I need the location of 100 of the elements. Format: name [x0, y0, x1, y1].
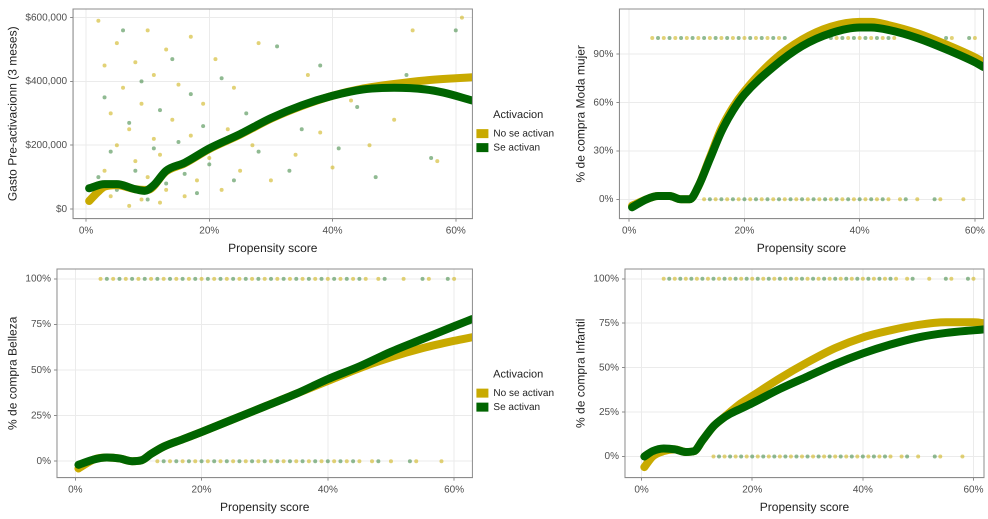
- y-axis-title: % de compra Moda mujer: [574, 45, 588, 182]
- y-tick-label: $600,000: [25, 12, 68, 24]
- y-tick-label: 0%: [604, 451, 620, 462]
- point: [133, 159, 138, 164]
- point: [140, 79, 144, 84]
- point: [102, 95, 107, 100]
- point: [102, 168, 107, 173]
- x-tick-label: 40%: [852, 484, 873, 496]
- y-tick-label: 0%: [598, 194, 614, 205]
- y-tick-label: 60%: [593, 97, 614, 108]
- point: [244, 111, 248, 116]
- y-tick-label: 90%: [593, 48, 614, 60]
- y-tick-label: 100%: [25, 274, 52, 285]
- x-tick-label: 0%: [68, 484, 83, 496]
- point: [374, 175, 378, 180]
- point: [140, 197, 144, 202]
- x-tick-label: 20%: [192, 484, 212, 496]
- point: [460, 16, 464, 20]
- x-tick-label: 60%: [444, 484, 464, 496]
- point: [232, 178, 236, 182]
- point: [114, 41, 119, 46]
- x-tick-label: 0%: [622, 225, 637, 236]
- point: [114, 143, 119, 148]
- point: [164, 182, 168, 186]
- point: [176, 140, 180, 144]
- x-tick-label: 0%: [634, 484, 649, 496]
- point: [146, 28, 150, 32]
- point: [158, 200, 162, 205]
- point: [127, 120, 132, 125]
- point: [170, 118, 174, 122]
- y-tick-label: $400,000: [25, 76, 68, 88]
- point: [176, 82, 180, 87]
- point: [152, 146, 156, 150]
- point: [158, 152, 162, 157]
- y-axis-title: % de compra Infantil: [574, 318, 588, 428]
- point: [164, 188, 168, 192]
- point: [355, 104, 360, 109]
- point: [318, 130, 322, 134]
- point: [330, 166, 335, 170]
- x-tick-label: 60%: [964, 225, 986, 236]
- point: [188, 34, 193, 39]
- point: [182, 172, 187, 176]
- point: [300, 127, 304, 132]
- x-tick-label: 40%: [322, 225, 343, 236]
- point: [238, 168, 242, 173]
- point: [146, 197, 150, 202]
- legend-label: Se activan: [493, 402, 540, 413]
- point: [201, 124, 206, 128]
- point: [256, 41, 261, 46]
- point: [152, 136, 156, 141]
- x-tick-label: 40%: [850, 225, 870, 236]
- y-tick-label: 25%: [30, 410, 52, 422]
- point: [170, 57, 174, 62]
- point: [349, 98, 354, 103]
- point: [220, 76, 224, 80]
- point: [268, 178, 273, 182]
- x-tick-label: 60%: [963, 484, 984, 496]
- point: [158, 108, 162, 112]
- point: [121, 28, 126, 32]
- point: [96, 18, 100, 23]
- point: [133, 168, 138, 173]
- y-axis-title: Gasto Pre-activacionn (3 meses): [6, 26, 20, 202]
- x-tick-label: 20%: [734, 225, 755, 236]
- x-tick-label: 20%: [742, 484, 762, 496]
- y-tick-label: $0: [56, 204, 68, 215]
- point: [368, 143, 372, 148]
- y-tick-label: $200,000: [25, 140, 68, 151]
- point: [108, 150, 113, 154]
- point: [410, 28, 415, 32]
- x-tick-label: 20%: [199, 225, 220, 236]
- legend-label: No se activan: [493, 128, 554, 140]
- point: [108, 194, 113, 198]
- point: [404, 73, 408, 78]
- point: [146, 175, 150, 180]
- point: [121, 86, 126, 90]
- legend-label: Se activan: [493, 142, 540, 154]
- x-axis-title: Propensity score: [760, 500, 850, 514]
- point: [318, 63, 322, 68]
- point: [201, 102, 206, 106]
- x-axis-title: Propensity score: [228, 241, 318, 256]
- y-tick-label: 50%: [30, 364, 52, 376]
- point: [133, 60, 138, 64]
- legend-title: Activacion: [493, 108, 544, 121]
- y-tick-label: 0%: [36, 456, 52, 467]
- x-axis-title: Propensity score: [756, 241, 846, 256]
- point: [194, 191, 199, 196]
- point: [294, 152, 298, 157]
- point: [194, 178, 199, 182]
- x-tick-label: 60%: [446, 225, 466, 236]
- x-axis-title: Propensity score: [220, 500, 310, 514]
- point: [232, 86, 236, 90]
- point: [188, 134, 193, 138]
- point: [336, 146, 341, 150]
- legend-title: Activacion: [493, 368, 544, 380]
- point: [256, 150, 261, 154]
- point: [250, 143, 254, 148]
- x-tick-label: 0%: [78, 225, 94, 236]
- legend-label: No se activan: [493, 388, 554, 399]
- point: [435, 159, 440, 164]
- y-tick-label: 25%: [598, 406, 620, 418]
